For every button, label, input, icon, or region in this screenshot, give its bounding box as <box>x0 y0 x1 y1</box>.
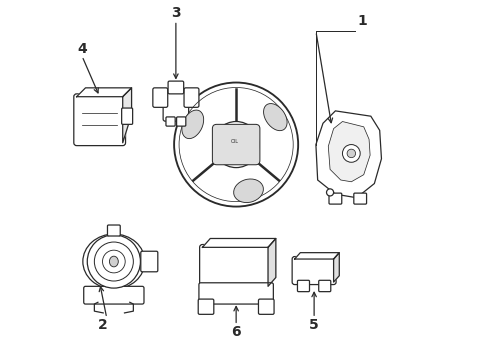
FancyBboxPatch shape <box>166 117 175 126</box>
Polygon shape <box>268 238 276 286</box>
FancyBboxPatch shape <box>199 283 273 304</box>
FancyBboxPatch shape <box>198 299 214 314</box>
FancyBboxPatch shape <box>153 88 168 107</box>
Ellipse shape <box>109 256 118 267</box>
FancyBboxPatch shape <box>199 244 271 289</box>
FancyBboxPatch shape <box>74 94 125 145</box>
FancyBboxPatch shape <box>122 108 133 124</box>
FancyBboxPatch shape <box>329 193 342 204</box>
Circle shape <box>95 242 133 281</box>
FancyBboxPatch shape <box>184 88 199 107</box>
FancyBboxPatch shape <box>297 280 310 292</box>
FancyBboxPatch shape <box>354 193 367 204</box>
PathPatch shape <box>328 122 370 182</box>
Circle shape <box>213 122 259 168</box>
Ellipse shape <box>234 179 264 203</box>
FancyBboxPatch shape <box>168 81 184 94</box>
FancyBboxPatch shape <box>163 90 189 121</box>
FancyBboxPatch shape <box>176 117 186 126</box>
FancyBboxPatch shape <box>84 286 144 304</box>
Ellipse shape <box>83 234 145 289</box>
FancyBboxPatch shape <box>107 225 120 236</box>
FancyBboxPatch shape <box>212 124 260 165</box>
Circle shape <box>347 149 356 158</box>
Circle shape <box>174 82 298 207</box>
Circle shape <box>343 145 360 162</box>
FancyBboxPatch shape <box>258 299 274 314</box>
FancyBboxPatch shape <box>292 257 336 284</box>
Text: OIL: OIL <box>230 139 238 144</box>
Text: 4: 4 <box>77 42 87 56</box>
Ellipse shape <box>182 110 204 139</box>
Text: 2: 2 <box>98 318 108 332</box>
Polygon shape <box>122 88 132 143</box>
FancyBboxPatch shape <box>141 251 158 272</box>
Circle shape <box>87 235 141 288</box>
Text: 6: 6 <box>231 325 241 339</box>
Text: 1: 1 <box>357 14 367 27</box>
Polygon shape <box>202 238 276 247</box>
Circle shape <box>326 189 334 196</box>
Polygon shape <box>294 253 339 259</box>
FancyBboxPatch shape <box>318 280 331 292</box>
Polygon shape <box>334 253 339 282</box>
Polygon shape <box>76 88 132 97</box>
PathPatch shape <box>316 111 381 198</box>
Ellipse shape <box>264 104 287 131</box>
Text: 3: 3 <box>171 6 181 21</box>
Circle shape <box>102 250 125 273</box>
Text: 5: 5 <box>309 318 319 332</box>
